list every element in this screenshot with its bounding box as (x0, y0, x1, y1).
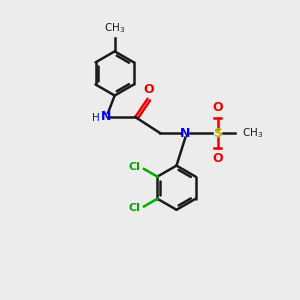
Text: CH$_3$: CH$_3$ (242, 126, 263, 140)
Text: O: O (212, 101, 223, 114)
Text: Cl: Cl (129, 203, 140, 213)
Text: CH$_3$: CH$_3$ (104, 21, 125, 35)
Text: N: N (100, 110, 111, 123)
Text: S: S (213, 127, 222, 140)
Text: O: O (212, 152, 223, 165)
Text: O: O (144, 83, 154, 96)
Text: H: H (92, 112, 100, 123)
Text: Cl: Cl (129, 162, 140, 172)
Text: N: N (180, 127, 190, 140)
